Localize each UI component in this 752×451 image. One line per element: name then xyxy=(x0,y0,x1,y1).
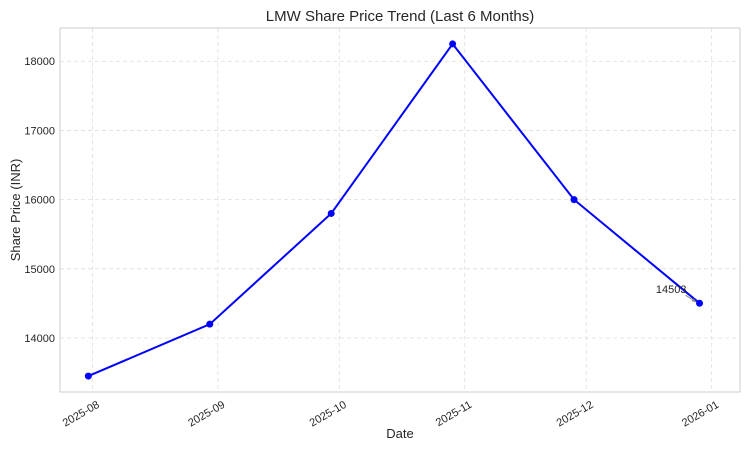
x-tick-label: 2026-01 xyxy=(680,399,721,430)
y-tick-label: 16000 xyxy=(24,195,55,207)
x-axis-ticks: 2025-08 2025-09 2025-10 2025-11 2025-12 2026-… xyxy=(61,399,721,430)
data-point xyxy=(206,320,214,328)
annotation-arrowhead xyxy=(691,298,697,303)
data-point xyxy=(449,40,457,48)
y-tick-label: 18000 xyxy=(24,56,55,68)
x-tick-label: 2025-08 xyxy=(61,399,102,430)
series-line xyxy=(87,42,701,378)
x-axis-label: Date xyxy=(386,426,413,441)
annotation-label: 14503 xyxy=(656,284,687,296)
y-tick-label: 15000 xyxy=(24,264,55,276)
x-tick-label: 2025-10 xyxy=(308,399,349,430)
data-point xyxy=(696,299,704,307)
y-axis-label: Share Price (INR) xyxy=(8,159,23,262)
plot-frame xyxy=(59,27,741,393)
data-point xyxy=(570,196,578,204)
y-axis-ticks: 14000 15000 16000 17000 18000 xyxy=(24,56,55,345)
chart-title: LMW Share Price Trend (Last 6 Months) xyxy=(266,8,534,25)
x-tick-label: 2025-09 xyxy=(186,399,227,430)
annotations: 14503 xyxy=(656,284,697,303)
y-tick-label: 17000 xyxy=(24,125,55,137)
data-point xyxy=(327,209,335,217)
x-tick-label: 2025-12 xyxy=(555,399,596,430)
grid xyxy=(60,28,740,392)
data-point xyxy=(84,372,92,380)
y-tick-label: 14000 xyxy=(24,333,55,345)
series xyxy=(84,40,704,380)
x-tick-label: 2025-11 xyxy=(434,399,474,429)
